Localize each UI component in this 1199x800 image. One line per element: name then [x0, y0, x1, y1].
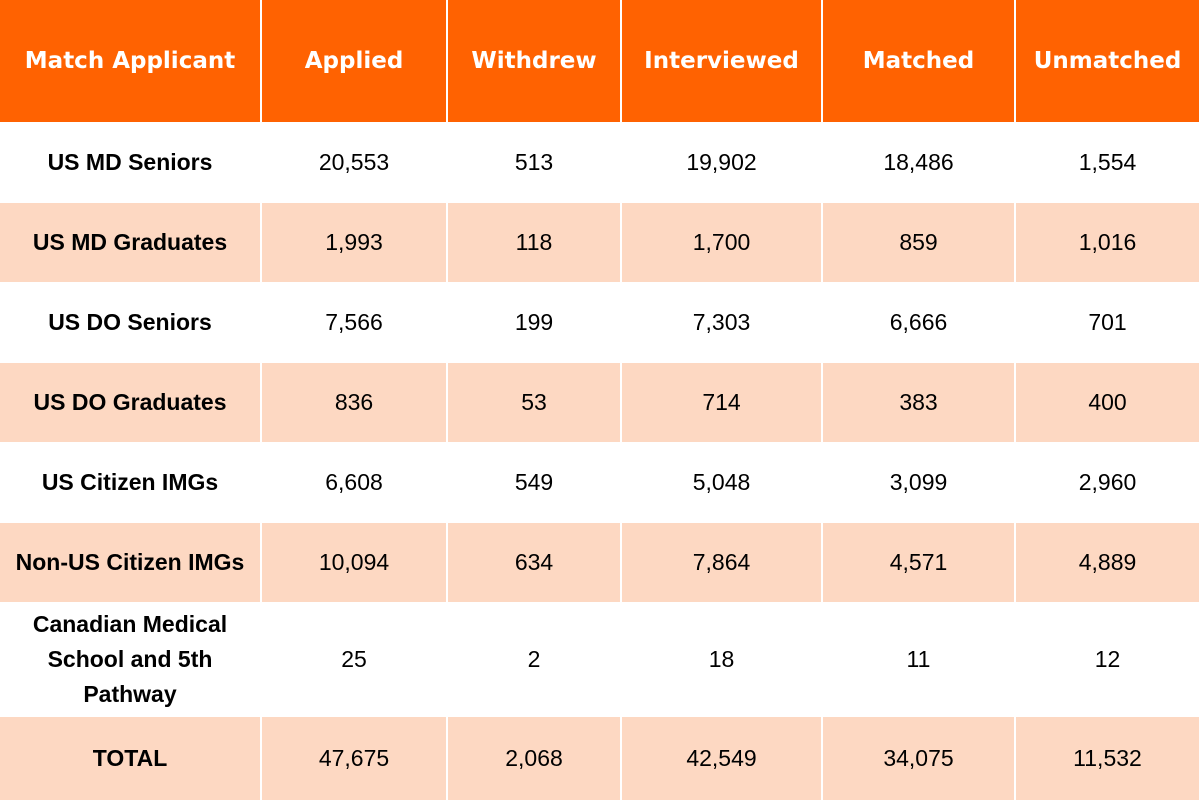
table-row: US DO Seniors 7,566 199 7,303 6,666 701	[0, 282, 1199, 363]
cell-value: 1,700	[621, 202, 823, 283]
cell-value: 1,554	[1015, 122, 1199, 203]
column-header: Withdrew	[447, 0, 622, 123]
table-row: US MD Seniors 20,553 513 19,902 18,486 1,554	[0, 122, 1199, 203]
cell-value: 2	[447, 602, 622, 717]
cell-value: 12	[1015, 602, 1199, 717]
column-header: Match Applicant	[0, 0, 262, 123]
table-body: US MD Seniors 20,553 513 19,902 18,486 1,554 U…	[0, 122, 1199, 800]
cell-value: 199	[447, 282, 622, 363]
row-label: US MD Graduates	[0, 202, 262, 283]
cell-value: 20,553	[261, 122, 448, 203]
cell-value: 1,993	[261, 202, 448, 283]
cell-value: 7,303	[621, 282, 823, 363]
table-row: Canadian Medical School and 5th Pathway 2…	[0, 602, 1199, 717]
cell-value: 118	[447, 202, 622, 283]
cell-value: 836	[261, 362, 448, 443]
header-row: Match Applicant Applied Withdrew Interviewe…	[0, 0, 1199, 123]
cell-value: 42,549	[621, 716, 823, 800]
cell-value: 701	[1015, 282, 1199, 363]
cell-value: 5,048	[621, 442, 823, 523]
cell-value: 513	[447, 122, 622, 203]
column-header: Applied	[261, 0, 448, 123]
cell-value: 4,889	[1015, 522, 1199, 603]
cell-value: 383	[822, 362, 1016, 443]
cell-value: 25	[261, 602, 448, 717]
cell-value: 18	[621, 602, 823, 717]
row-label: US MD Seniors	[0, 122, 262, 203]
cell-value: 7,864	[621, 522, 823, 603]
cell-value: 47,675	[261, 716, 448, 800]
table-row: TOTAL 47,675 2,068 42,549 34,075 11,532	[0, 716, 1199, 800]
table-row: US DO Graduates 836 53 714 383 400	[0, 362, 1199, 443]
cell-value: 6,608	[261, 442, 448, 523]
cell-value: 634	[447, 522, 622, 603]
row-label: Non-US Citizen IMGs	[0, 522, 262, 603]
cell-value: 34,075	[822, 716, 1016, 800]
cell-value: 4,571	[822, 522, 1016, 603]
row-label: TOTAL	[0, 716, 262, 800]
column-header: Matched	[822, 0, 1016, 123]
cell-value: 549	[447, 442, 622, 523]
column-header: Unmatched	[1015, 0, 1199, 123]
table-row: Non-US Citizen IMGs 10,094 634 7,864 4,571 4,…	[0, 522, 1199, 603]
table-row: US MD Graduates 1,993 118 1,700 859 1,016	[0, 202, 1199, 283]
cell-value: 6,666	[822, 282, 1016, 363]
cell-value: 3,099	[822, 442, 1016, 523]
cell-value: 1,016	[1015, 202, 1199, 283]
cell-value: 2,960	[1015, 442, 1199, 523]
cell-value: 53	[447, 362, 622, 443]
cell-value: 19,902	[621, 122, 823, 203]
cell-value: 7,566	[261, 282, 448, 363]
cell-value: 11	[822, 602, 1016, 717]
cell-value: 10,094	[261, 522, 448, 603]
table-header: Match Applicant Applied Withdrew Interviewe…	[0, 0, 1199, 123]
row-label: US DO Seniors	[0, 282, 262, 363]
row-label: US DO Graduates	[0, 362, 262, 443]
row-label: Canadian Medical School and 5th Pathway	[0, 602, 262, 717]
cell-value: 400	[1015, 362, 1199, 443]
cell-value: 859	[822, 202, 1016, 283]
cell-value: 2,068	[447, 716, 622, 800]
cell-value: 11,532	[1015, 716, 1199, 800]
row-label: US Citizen IMGs	[0, 442, 262, 523]
cell-value: 714	[621, 362, 823, 443]
column-header: Interviewed	[621, 0, 823, 123]
cell-value: 18,486	[822, 122, 1016, 203]
table-row: US Citizen IMGs 6,608 549 5,048 3,099 2,960	[0, 442, 1199, 523]
